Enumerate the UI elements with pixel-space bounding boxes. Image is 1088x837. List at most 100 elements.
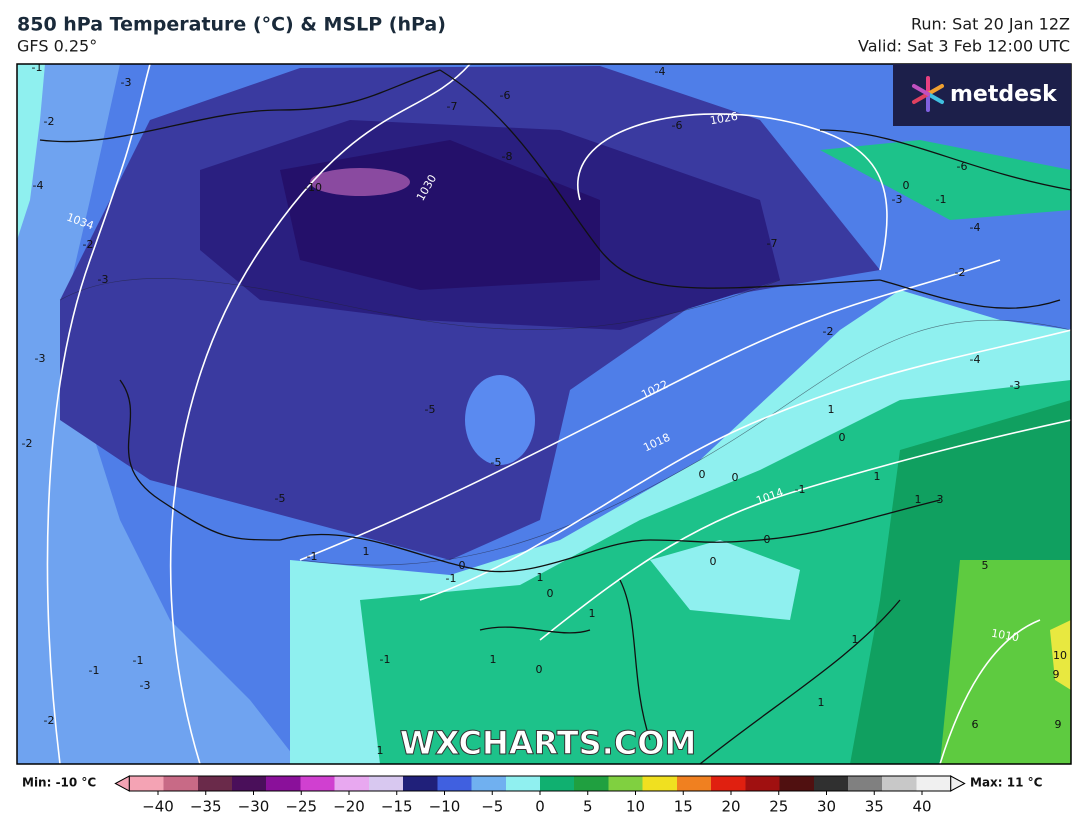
temperature-label: 1 xyxy=(537,571,544,584)
temperature-label: 0 xyxy=(547,587,554,600)
colorbar-tick-label: 20 xyxy=(721,798,740,816)
colorbar: −40 −35 −30 −25 −20 −15 −10 −5 0 5 10 15 20 25 30 35 40 xyxy=(114,775,966,816)
temperature-label: 6 xyxy=(972,718,979,731)
temperature-label: 1 xyxy=(852,633,859,646)
colorbar-tick-label: 5 xyxy=(583,798,593,816)
colorbar-tick-label: 0 xyxy=(535,798,545,816)
temp-region xyxy=(820,140,1071,220)
temperature-label: 1 xyxy=(589,607,596,620)
colorbar-tick-label: 30 xyxy=(817,798,836,816)
colorbar-tick-label: −5 xyxy=(481,798,503,816)
temperature-label: 5 xyxy=(982,559,989,572)
temperature-label: -7 xyxy=(767,237,778,250)
temperature-label: 1 xyxy=(377,744,384,757)
temperature-label: 1 xyxy=(828,403,835,416)
coastline xyxy=(279,499,941,573)
temperature-label: 9 xyxy=(1055,718,1062,731)
temperature-label: -3 xyxy=(98,273,109,286)
isobar xyxy=(46,64,151,764)
temp-region xyxy=(17,64,300,764)
colorbar-tick-label: −40 xyxy=(142,798,174,816)
contour xyxy=(59,278,781,330)
temperature-label: -3 xyxy=(35,352,46,365)
colorbar-max: Max: 11 °C xyxy=(970,776,1043,790)
isobar-label: 1026 xyxy=(709,110,739,128)
isobar xyxy=(939,619,1041,764)
isobar xyxy=(299,259,1001,561)
temperature-label: 1 xyxy=(363,545,370,558)
logo-text: metdesk xyxy=(950,82,1058,107)
temperature-label: 1 xyxy=(874,470,881,483)
temperature-label: -3 xyxy=(892,193,903,206)
temperature-label: -2 xyxy=(83,238,94,251)
temperature-label: -2 xyxy=(823,325,834,338)
colorbar-end xyxy=(950,775,966,792)
temperature-label: -5 xyxy=(275,492,286,505)
temperature-label: 1 xyxy=(818,696,825,709)
run-time: Run: Sat 20 Jan 12Z xyxy=(911,15,1070,34)
temperature-label: -2 xyxy=(22,437,33,450)
colorbar-tick-label: −15 xyxy=(381,798,413,816)
temperature-label: 0 xyxy=(839,431,846,444)
isobar xyxy=(419,329,1071,601)
map-frame xyxy=(16,63,1072,765)
temperature-label: 9 xyxy=(1053,668,1060,681)
temperature-label: -3 xyxy=(1010,379,1021,392)
temperature-label: -1 xyxy=(32,61,43,74)
temperature-label: -6 xyxy=(500,89,511,102)
temperature-label: -1 xyxy=(89,664,100,677)
temperature-label: 0 xyxy=(459,559,466,572)
temperature-label: -6 xyxy=(672,119,683,132)
map: -1-3-2-4-2-3-3-2-10-7-6-8-6-4-7-5-5-5-60… xyxy=(17,61,1071,764)
temperature-label: -3 xyxy=(121,76,132,89)
colorbar-tick-label: −30 xyxy=(238,798,270,816)
coastline xyxy=(479,579,901,764)
temperature-label: -1 xyxy=(133,654,144,667)
temperature-label: 1 xyxy=(915,493,922,506)
coastline xyxy=(39,69,881,289)
temperature-label: -4 xyxy=(970,221,981,234)
logo-icon xyxy=(912,76,944,112)
temperature-label: -2 xyxy=(44,714,55,727)
temperature-label: 0 xyxy=(732,471,739,484)
colorbar-end xyxy=(114,775,130,792)
temperature-label: -1 xyxy=(307,550,318,563)
temperature-label: -3 xyxy=(140,679,151,692)
temperature-label: -6 xyxy=(957,160,968,173)
watermark: WXCHARTS.COM xyxy=(400,724,697,762)
temperature-label: -5 xyxy=(491,456,502,469)
temperature-label: 0 xyxy=(699,468,706,481)
subtitle: GFS 0.25° xyxy=(17,37,97,56)
title: 850 hPa Temperature (°C) & MSLP (hPa) xyxy=(17,14,446,36)
temperature-labels: -1-3-2-4-2-3-3-2-10-7-6-8-6-4-7-5-5-5-60… xyxy=(22,61,1067,757)
temp-region xyxy=(650,540,800,620)
isobar-label: 1010 xyxy=(990,627,1020,645)
temperature-label: -7 xyxy=(447,100,458,113)
temperature-label: 1 xyxy=(490,653,497,666)
temp-region xyxy=(465,375,535,465)
temperature-label: -2 xyxy=(44,115,55,128)
temperature-label: -10 xyxy=(304,181,322,194)
colorbar-tick-label: −35 xyxy=(190,798,222,816)
temp-region xyxy=(310,168,410,196)
temperature-label: -1 xyxy=(795,483,806,496)
logo: metdesk xyxy=(893,64,1071,126)
colorbar-scale xyxy=(128,775,952,792)
coastline xyxy=(119,379,281,541)
temperature-label: -8 xyxy=(502,150,513,163)
valid-time: Valid: Sat 3 Feb 12:00 UTC xyxy=(858,37,1070,56)
temperature-label: -4 xyxy=(970,353,981,366)
colorbar-tick-label: 10 xyxy=(626,798,645,816)
temp-region xyxy=(17,64,45,240)
isobar xyxy=(169,64,471,764)
coastline xyxy=(819,129,1071,309)
temperature-label: 0 xyxy=(764,533,771,546)
contour xyxy=(299,319,1071,566)
temperature-label: 0 xyxy=(536,663,543,676)
colorbar-tick-label: −20 xyxy=(333,798,365,816)
colorbar-tick-label: −10 xyxy=(429,798,461,816)
isobar xyxy=(539,419,1071,641)
colorbar-tick-label: 35 xyxy=(865,798,884,816)
temperature-label: 0 xyxy=(903,179,910,192)
